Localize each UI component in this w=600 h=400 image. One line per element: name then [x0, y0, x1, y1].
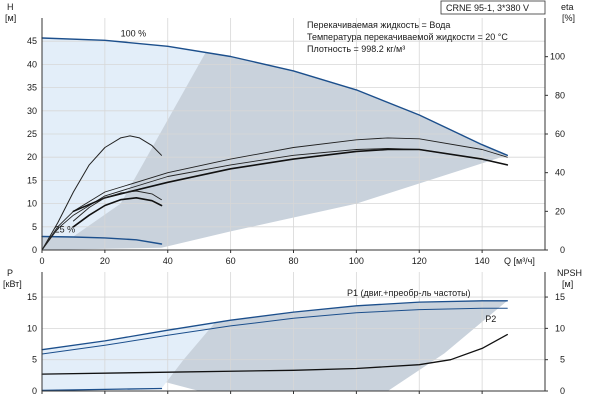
y-left-tick-label: 0	[32, 386, 37, 396]
x-tick-label: 100	[349, 256, 364, 266]
y-left-tick-label: 40	[27, 59, 37, 69]
y-left-tick-label: 10	[27, 323, 37, 333]
y-right-tick-label: 80	[555, 90, 565, 100]
y-right-tick-label: 40	[555, 168, 565, 178]
h-axis-unit: [м]	[5, 13, 16, 23]
head-efficiency-series-4	[41, 137, 508, 251]
head-efficiency-curves	[41, 37, 509, 251]
power-axes	[41, 272, 548, 394]
y-right-tick-label: 60	[555, 129, 565, 139]
y-right-tick-label: 100	[550, 52, 565, 62]
eta-axis-unit: [%]	[562, 13, 575, 23]
power-npsh-panel: 0 5 10 15 0 5 10 15 P1 (двиг.+преобр-ль частоты…	[3, 268, 582, 396]
y-left-tick-label: 45	[27, 36, 37, 46]
y-left-tick-label: 35	[27, 83, 37, 93]
npsh-axis-unit: [м]	[562, 279, 573, 289]
y-right-tick-label: 15	[555, 292, 565, 302]
head-efficiency-series-8	[72, 197, 163, 228]
head-axes	[41, 18, 548, 253]
y-left-tick-label: 5	[32, 222, 37, 232]
power-npsh-series-3	[41, 387, 163, 392]
x-tick-label: 80	[288, 256, 298, 266]
head-efficiency-series-3	[41, 135, 162, 251]
eta-axis-label: eta	[561, 2, 574, 12]
head-efficiency-panel: 0 5 10 15 20 25 30 35 40 45 0 20 40 60 80 100 0 20 40 60 80 1…	[5, 0, 575, 266]
q-axis-label: Q [м³/ч]	[504, 256, 535, 266]
power-npsh-curves	[41, 300, 508, 392]
head-efficiency-series-1	[41, 37, 508, 156]
y-left-tick-label: 0	[32, 245, 37, 255]
operating-range-bands	[42, 38, 508, 250]
y-left-tick-label: 20	[27, 152, 37, 162]
power-npsh-series-2	[41, 307, 508, 355]
temperature-info-line: Температура перекачиваемой жидкости = 20…	[307, 32, 508, 42]
x-tick-label: 20	[100, 256, 110, 266]
x-tick-label: 0	[39, 256, 44, 266]
density-info-line: Плотность = 998.2 кг/м³	[307, 44, 405, 54]
y-right-tick-label: 0	[560, 386, 565, 396]
y-left-tick-label: 15	[27, 292, 37, 302]
y-left-tick-label: 10	[27, 199, 37, 209]
y-left-tick-label: 30	[27, 106, 37, 116]
power-tick-labels: 0 5 10 15 0 5 10 15	[27, 292, 565, 396]
npsh-axis-label: NPSH	[557, 268, 582, 278]
model-label-box	[440, 0, 546, 15]
fluid-info-line: Перекачиваемая жидкость = Вода	[307, 20, 450, 30]
y-left-tick-label: 5	[32, 355, 37, 365]
y-right-tick-label: 10	[555, 323, 565, 333]
y-left-tick-label: 15	[27, 175, 37, 185]
y-right-tick-label: 0	[560, 245, 565, 255]
y-left-tick-label: 25	[27, 129, 37, 139]
model-label: CRNE 95-1, 3*380 V	[446, 3, 529, 13]
speed-annotation-2: 25 %	[55, 224, 76, 234]
head-efficiency-series-7	[72, 190, 162, 222]
head-efficiency-series-2	[41, 235, 163, 245]
power-npsh-series-4	[41, 333, 508, 375]
x-tick-label: 40	[163, 256, 173, 266]
y-right-tick-label: 20	[555, 206, 565, 216]
head-tick-labels: 0 5 10 15 20 25 30 35 40 45 0 20 40 60 80 100 0 20 40 60 80 1…	[27, 36, 565, 266]
power-curve-labels: P1 (двиг.+преобр-ль частоты) P2	[347, 288, 496, 324]
p-axis-unit: [кВт]	[3, 279, 22, 289]
x-tick-label: 60	[226, 256, 236, 266]
speed-annotations: 100 % 25 %	[55, 29, 147, 235]
h-axis-label: H	[7, 2, 14, 12]
y-right-tick-label: 5	[560, 355, 565, 365]
p-axis-label: P	[7, 268, 13, 278]
speed-annotation-1: 100 %	[121, 29, 147, 39]
power-npsh-series-1	[41, 300, 508, 351]
x-tick-label: 120	[412, 256, 427, 266]
power-curve-label-2: P2	[485, 314, 496, 324]
power-curve-label-1: P1 (двиг.+преобр-ль частоты)	[347, 288, 471, 298]
x-tick-label: 140	[475, 256, 490, 266]
head-efficiency-series-6	[72, 148, 509, 213]
